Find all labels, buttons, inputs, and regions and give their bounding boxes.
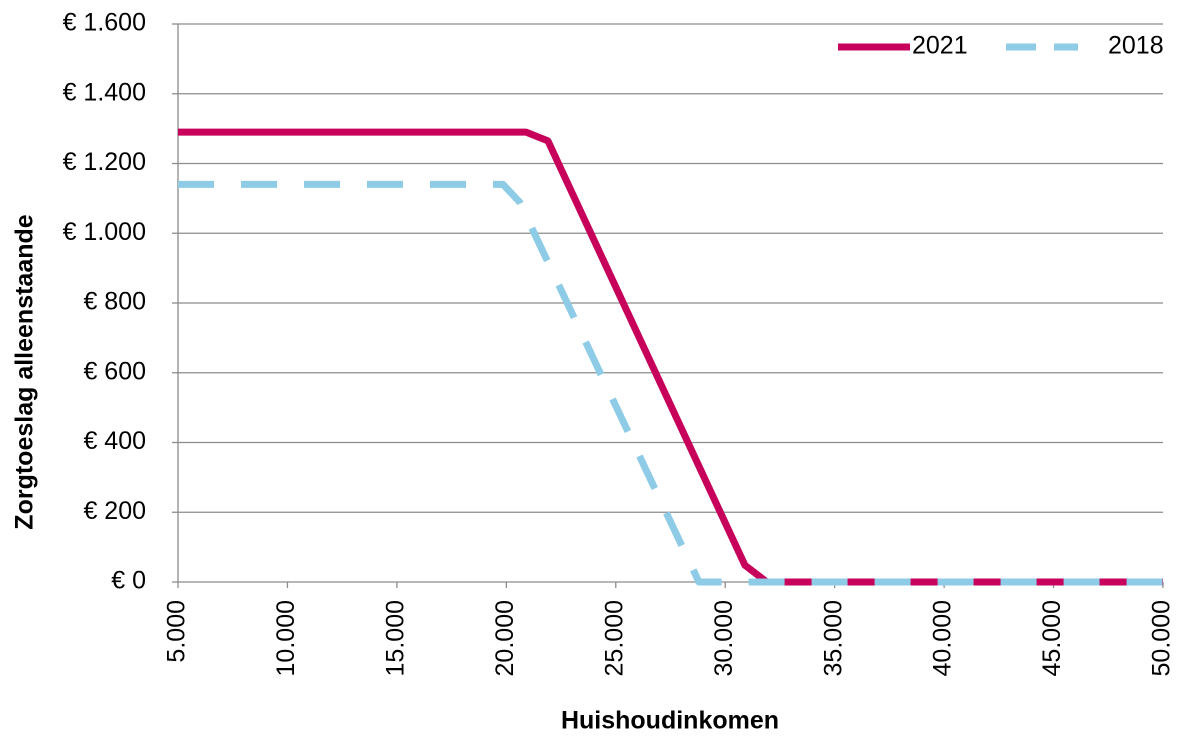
x-tick-label: 15.000: [381, 600, 409, 676]
x-axis-title: Huishoudinkomen: [561, 707, 779, 735]
y-axis-title: Zorgtoeslag alleenstaande: [11, 214, 39, 529]
y-tick-label: € 800: [83, 288, 146, 316]
x-tick-label: 35.000: [819, 600, 847, 676]
y-tick-label: € 200: [83, 497, 146, 525]
y-tick-label: € 1.000: [63, 218, 146, 246]
x-tick-label: 40.000: [929, 600, 957, 676]
x-tick-label: 25.000: [600, 600, 628, 676]
legend-label: 2018: [1108, 32, 1164, 60]
y-tick-label: € 1.200: [63, 148, 146, 176]
series-line: [178, 180, 1163, 586]
y-tick-label: € 600: [83, 357, 146, 385]
y-tick-label: € 1.600: [63, 9, 146, 37]
y-tick-label: € 400: [83, 427, 146, 455]
x-tick-label: 50.000: [1148, 600, 1176, 676]
x-tick-label: 20.000: [491, 600, 519, 676]
y-tick-label: € 1.400: [63, 78, 146, 106]
x-tick-label: 45.000: [1038, 600, 1066, 676]
y-tick-label: € 0: [111, 567, 146, 595]
legend-label: 2021: [912, 32, 968, 60]
x-tick-label: 10.000: [272, 600, 300, 676]
x-tick-label: 30.000: [710, 600, 738, 676]
x-tick-label: 5.000: [163, 600, 191, 663]
